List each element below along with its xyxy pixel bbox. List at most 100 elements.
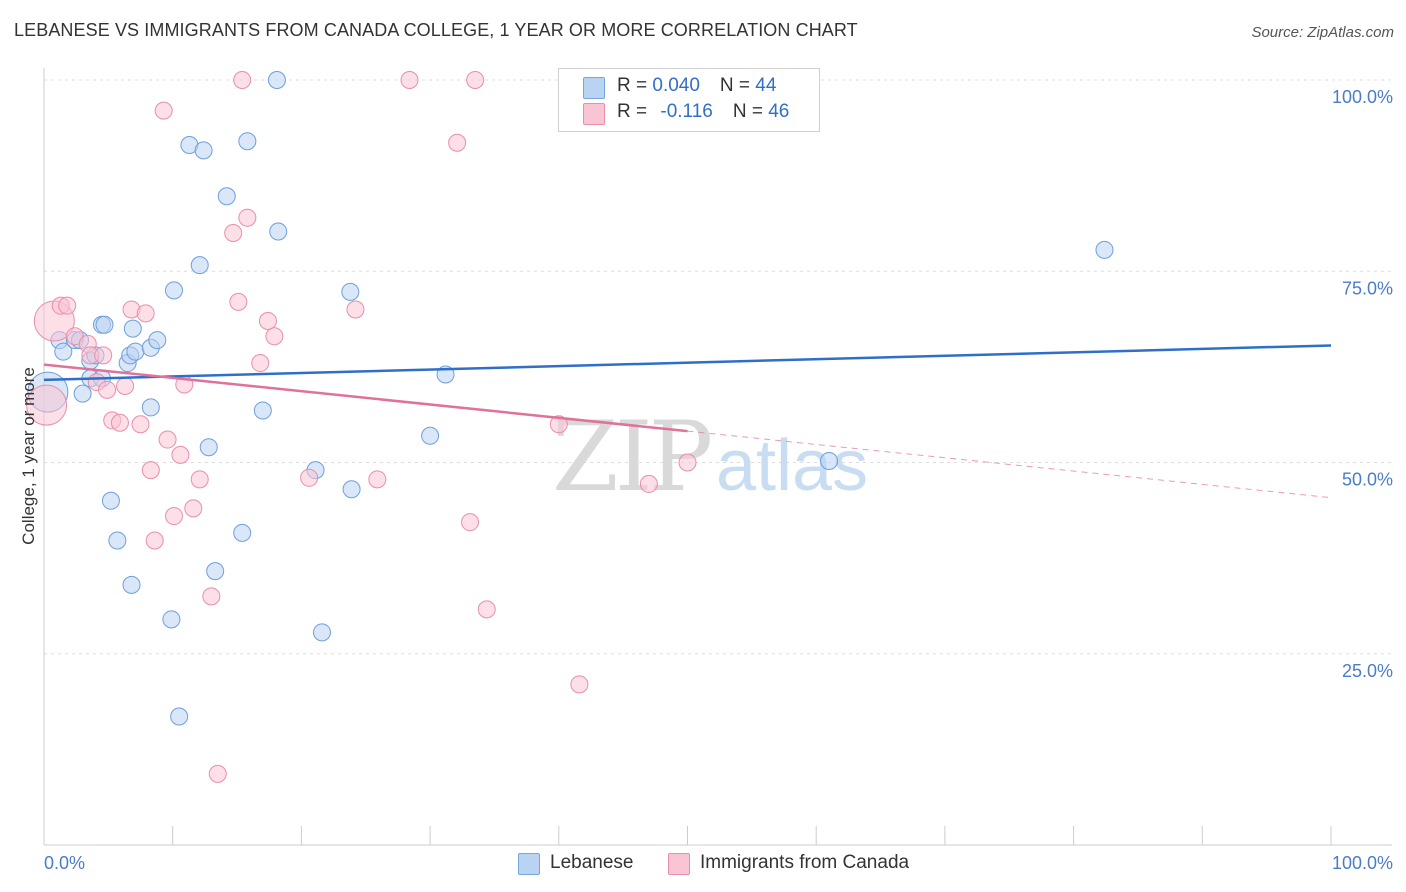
data-point [123, 319, 142, 338]
data-point [95, 315, 114, 334]
legend-swatch-canada [583, 103, 605, 125]
grid [44, 79, 1392, 655]
data-point [346, 300, 365, 319]
series-canada [26, 71, 697, 783]
series-lebanese [27, 71, 1114, 726]
data-point [368, 470, 387, 489]
data-point [238, 208, 257, 227]
r-label: R = [617, 101, 653, 122]
watermark: ZIP atlas [552, 401, 868, 513]
data-point [141, 461, 160, 480]
data-point [639, 474, 658, 493]
y-tick-label-75: 75.0% [1342, 278, 1393, 298]
data-point [208, 764, 227, 783]
data-point [145, 531, 164, 550]
bottom-legend-label-lebanese: Lebanese [550, 852, 634, 873]
n-label: N = [719, 75, 756, 96]
data-point [171, 445, 190, 464]
r-value: 0.040 [652, 75, 700, 96]
chart-title: LEBANESE VS IMMIGRANTS FROM CANADA COLLE… [14, 20, 858, 40]
data-point [170, 707, 189, 726]
data-point [253, 401, 272, 420]
legend-text-canada: R = -0.116 N = 46 [617, 101, 789, 123]
n-value: 46 [768, 101, 790, 122]
data-point [269, 222, 288, 241]
x-tick-left: 0.0% [44, 853, 85, 873]
r-value: -0.116 [660, 101, 713, 122]
x-tick-right: 100.0% [1332, 853, 1393, 873]
data-point [164, 507, 183, 526]
watermark-atlas: atlas [716, 426, 868, 506]
data-point [190, 256, 209, 275]
data-point [116, 377, 135, 395]
data-point [400, 71, 419, 89]
data-point [206, 562, 225, 581]
data-point [148, 331, 167, 350]
data-point [164, 281, 183, 300]
data-point [131, 415, 150, 434]
n-label: N = [732, 101, 769, 122]
data-point [158, 430, 177, 449]
trend-line-canada-dashed [687, 430, 1332, 499]
y-tick-label-25: 25.0% [1342, 661, 1393, 681]
data-points [26, 71, 1114, 783]
data-point [94, 346, 113, 365]
data-point [460, 513, 479, 532]
data-point [466, 71, 485, 89]
axes [43, 68, 1392, 846]
data-point [136, 304, 155, 323]
y-tick-labels: 25.0% 50.0% 75.0% 100.0% [1332, 87, 1393, 681]
data-point [184, 499, 203, 518]
y-tick-label-50: 50.0% [1342, 470, 1393, 490]
y-tick-label-100: 100.0% [1332, 87, 1393, 107]
data-point [820, 451, 839, 470]
data-point [570, 675, 589, 694]
data-point [162, 610, 181, 629]
legend-text-lebanese: R = 0.040 N = 44 [617, 75, 776, 97]
bottom-legend-label-canada: Immigrants from Canada [700, 852, 910, 873]
trend-line-canada [43, 363, 688, 433]
data-point [54, 342, 73, 361]
data-point [477, 600, 496, 619]
data-point [421, 426, 440, 445]
data-point [233, 71, 252, 89]
data-point [26, 384, 68, 426]
source-label: Source: ZipAtlas.com [1251, 24, 1394, 41]
data-point [73, 384, 92, 403]
data-point [217, 187, 236, 206]
data-point [549, 415, 568, 434]
data-point [678, 453, 697, 472]
data-point [312, 623, 331, 642]
bottom-legend-swatch-canada [668, 853, 690, 875]
data-point [300, 468, 319, 487]
data-point [194, 141, 213, 160]
data-point [58, 296, 77, 315]
data-point [190, 470, 209, 489]
legend-swatch-lebanese [583, 77, 605, 99]
data-point [448, 133, 467, 152]
data-point [199, 438, 218, 457]
data-point [267, 71, 286, 89]
data-point [1095, 240, 1114, 259]
data-point [342, 480, 361, 499]
n-value: 44 [755, 75, 777, 96]
data-point [238, 132, 257, 151]
data-point [258, 311, 277, 330]
data-point [265, 327, 284, 346]
data-point [341, 282, 360, 301]
data-point [98, 380, 117, 399]
data-point [251, 354, 270, 373]
data-point [202, 587, 221, 606]
data-point [224, 224, 243, 242]
data-point [229, 292, 248, 311]
data-point [233, 523, 252, 542]
data-point [126, 342, 145, 361]
data-point [108, 531, 127, 550]
data-point [110, 413, 129, 432]
y-axis-label: College, 1 year or more [19, 367, 38, 545]
data-point [122, 575, 141, 594]
correlation-legend: R = 0.040 N = 44 R = -0.116 N = 46 [558, 68, 820, 132]
trend-line-lebanese [43, 344, 1332, 382]
bottom-legend-swatch-lebanese [518, 853, 540, 875]
r-label: R = [617, 75, 653, 96]
